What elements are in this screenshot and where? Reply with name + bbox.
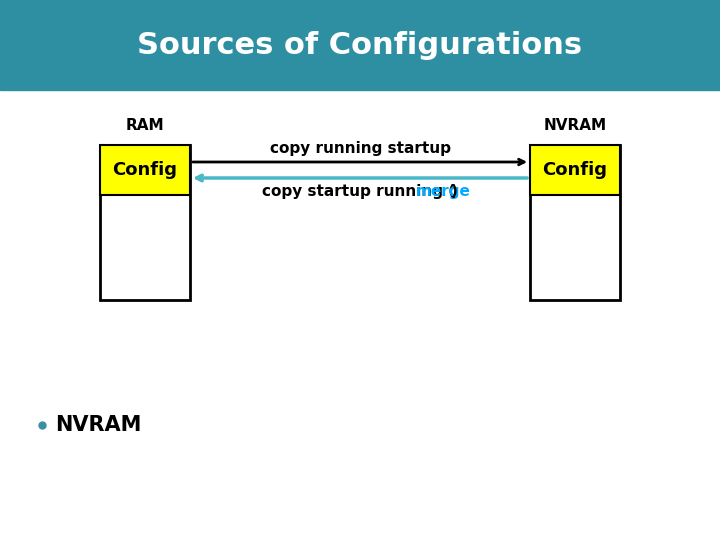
Text: Sources of Configurations: Sources of Configurations: [138, 30, 582, 59]
Text: Config: Config: [542, 161, 608, 179]
Text: copy running startup: copy running startup: [269, 141, 451, 156]
Text: merge: merge: [416, 184, 471, 199]
Bar: [100, 145, 190, 195]
Bar: [530, 145, 620, 195]
Text: Config: Config: [112, 161, 178, 179]
Text: RAM: RAM: [126, 118, 164, 133]
Text: NVRAM: NVRAM: [55, 415, 141, 435]
Text: NVRAM: NVRAM: [544, 118, 606, 133]
Text: copy startup running (: copy startup running (: [262, 184, 455, 199]
Bar: [100, 145, 190, 300]
Bar: [530, 145, 620, 300]
Text: ): ): [451, 184, 458, 199]
Bar: [0, 0, 720, 90]
